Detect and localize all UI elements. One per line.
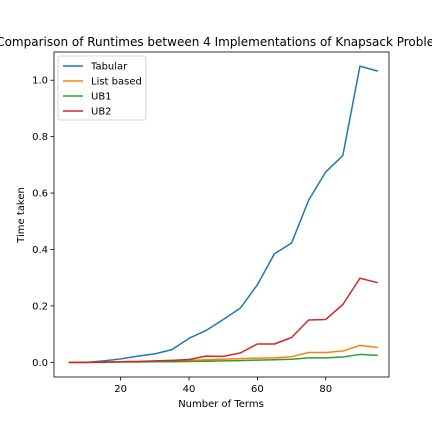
legend-label-ub1: UB1 (91, 92, 112, 103)
y-tick-label: 0.6 (32, 189, 48, 200)
legend-label-ub2: UB2 (91, 107, 112, 118)
chart-title: Comparison of Runtimes between 4 Impleme… (0, 35, 432, 49)
y-tick-label: 0.8 (32, 132, 48, 143)
y-tick-label: 1.0 (32, 76, 48, 87)
y-tick-label: 0.2 (32, 301, 48, 312)
legend-label-tabular: Tabular (90, 62, 128, 73)
legend-box (57, 55, 147, 121)
legend: Tabular List based UB1 UB2 (57, 55, 147, 121)
y-axis-label: Time taken (16, 187, 27, 244)
plot-area-frame (53, 51, 390, 378)
series-layer (68, 65, 378, 364)
legend-label-list-based: List based (91, 77, 142, 88)
x-tick-label: 20 (114, 384, 127, 395)
y-tick-label: 0.4 (32, 245, 48, 256)
x-tick-label: 40 (183, 384, 196, 395)
series-line-tabular (68, 65, 378, 364)
axis-ticks: 20 40 60 80 0.0 0.2 0.4 0.6 0.8 1.0 (32, 76, 332, 395)
series-line-ub2 (68, 277, 378, 364)
x-tick-label: 80 (319, 384, 332, 395)
x-tick-label: 60 (251, 384, 264, 395)
legend-items: Tabular List based UB1 UB2 (63, 62, 142, 118)
y-tick-label: 0.0 (32, 358, 48, 369)
x-axis-label: Number of Terms (178, 399, 264, 410)
